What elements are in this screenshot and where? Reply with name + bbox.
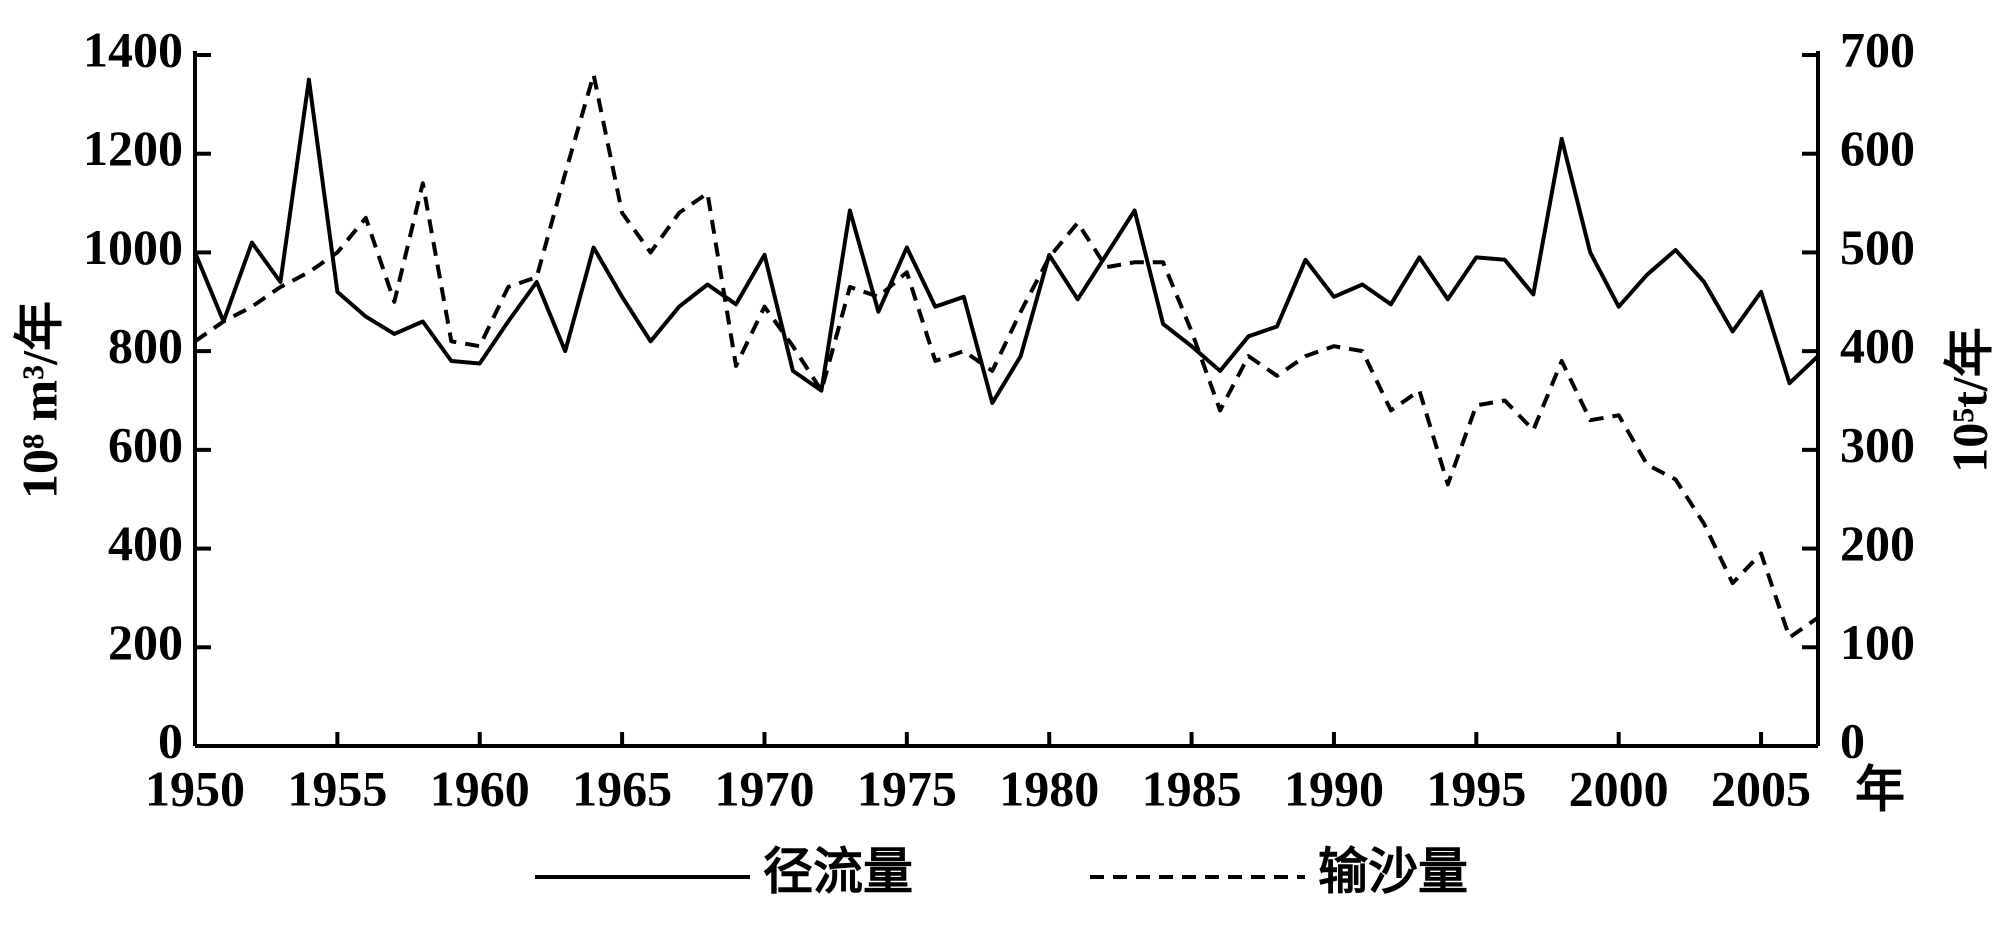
y2-tick-label: 200 xyxy=(1840,515,1915,571)
y-tick-label: 200 xyxy=(108,614,183,670)
y-tick-label: 600 xyxy=(108,416,183,472)
y-axis-label: 10⁸ m³/年 xyxy=(11,301,67,499)
y2-tick-label: 300 xyxy=(1840,416,1915,472)
legend-label: 输沙量 xyxy=(1318,843,1468,899)
x-tick-label: 1975 xyxy=(857,760,957,816)
y2-tick-label: 400 xyxy=(1840,318,1915,374)
x-tick-label: 1960 xyxy=(430,760,530,816)
y-tick-label: 1000 xyxy=(83,219,183,275)
x-tick-label: 2000 xyxy=(1569,760,1669,816)
x-tick-label: 1965 xyxy=(572,760,672,816)
x-axis-label: 年 xyxy=(1855,761,1905,817)
y2-tick-label: 700 xyxy=(1840,21,1915,77)
legend-label: 径流量 xyxy=(763,843,913,899)
x-tick-label: 2005 xyxy=(1711,760,1811,816)
data-line xyxy=(193,72,1820,640)
y2-axis-label: 10⁵t/年 xyxy=(1941,327,1997,473)
y2-tick-label: 100 xyxy=(1840,614,1915,670)
data-line xyxy=(193,77,1820,405)
y2-tick-label: 600 xyxy=(1840,120,1915,176)
x-tick-label: 1995 xyxy=(1426,760,1526,816)
x-tick-label: 1985 xyxy=(1142,760,1242,816)
y2-tick-label: 500 xyxy=(1840,219,1915,275)
x-tick-label: 1990 xyxy=(1284,760,1384,816)
y2-tick-label: 0 xyxy=(1840,712,1865,768)
y-tick-label: 400 xyxy=(108,515,183,571)
x-tick-label: 1980 xyxy=(999,760,1099,816)
x-tick-label: 1950 xyxy=(145,760,245,816)
y-tick-label: 0 xyxy=(158,712,183,768)
y-tick-label: 800 xyxy=(108,318,183,374)
y-tick-label: 1200 xyxy=(83,120,183,176)
y-tick-label: 1400 xyxy=(83,21,183,77)
x-tick-label: 1970 xyxy=(714,760,814,816)
x-tick-label: 1955 xyxy=(287,760,387,816)
